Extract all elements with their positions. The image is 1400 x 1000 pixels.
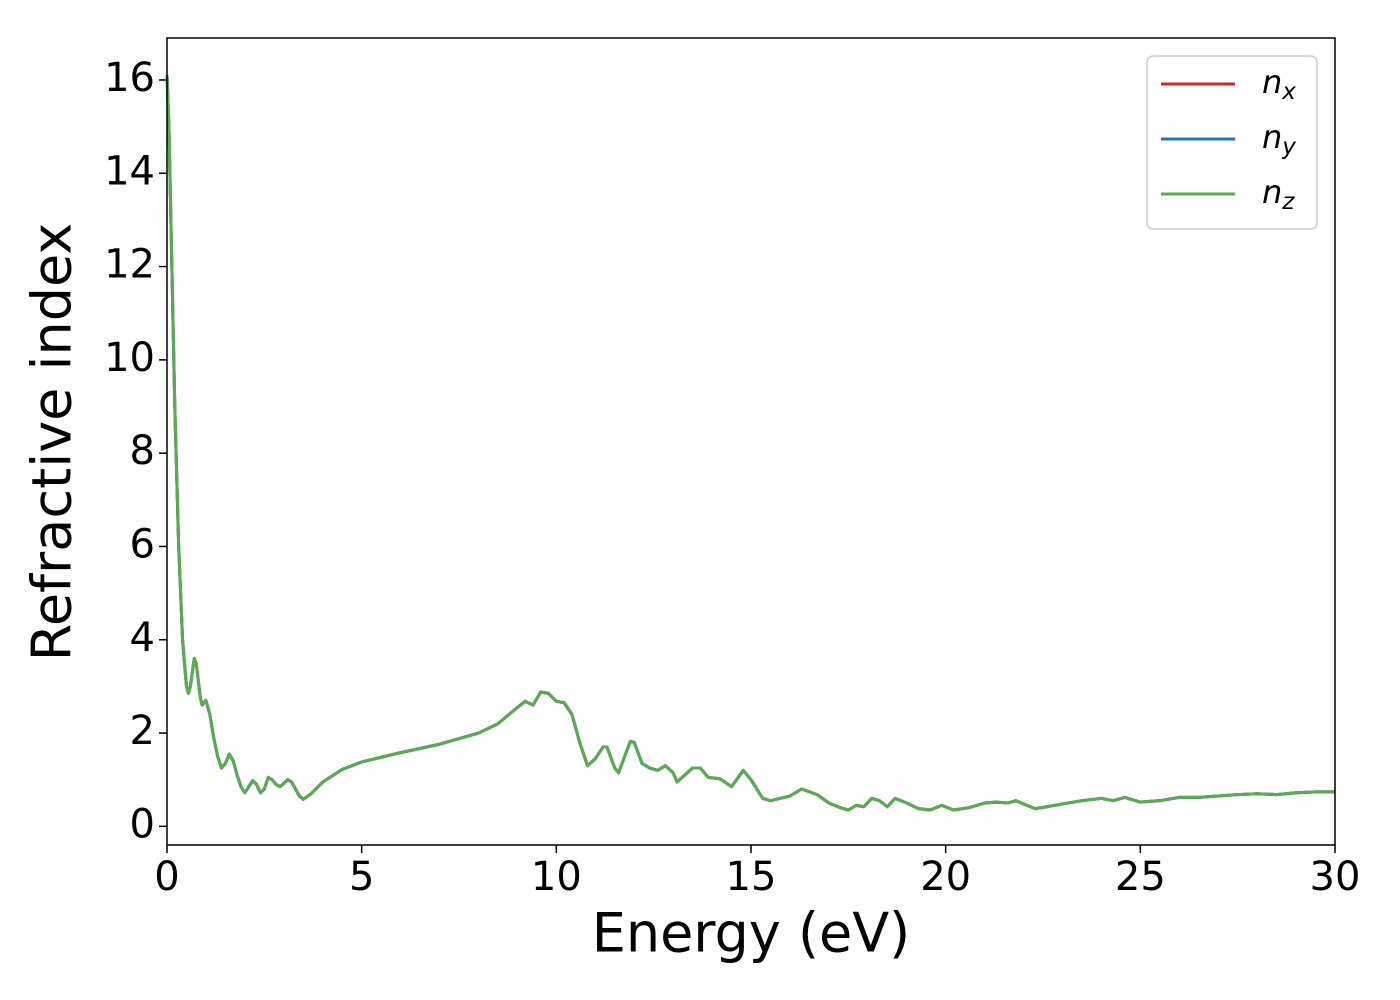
legend-label-base: n xyxy=(1262,118,1282,156)
x-tick-label: 5 xyxy=(349,854,374,900)
y-tick-label: 0 xyxy=(130,801,155,847)
legend-label-base: n xyxy=(1262,63,1282,101)
x-tick-label: 30 xyxy=(1310,854,1361,900)
y-tick-label: 10 xyxy=(104,335,155,381)
legend-label: nz xyxy=(1262,173,1295,215)
legend-label-base: n xyxy=(1262,173,1282,211)
legend-label: nx xyxy=(1262,63,1296,105)
y-tick-label: 8 xyxy=(130,428,155,474)
legend-label: ny xyxy=(1262,118,1296,160)
y-tick-label: 14 xyxy=(104,148,155,194)
legend-label-sub: x xyxy=(1281,79,1296,105)
x-tick-label: 25 xyxy=(1115,854,1166,900)
y-tick-label: 16 xyxy=(104,55,155,101)
x-tick-label: 20 xyxy=(920,854,971,900)
x-tick-label: 10 xyxy=(531,854,582,900)
data-line xyxy=(165,75,1335,812)
y-tick-label: 6 xyxy=(130,521,155,567)
legend-label-sub: y xyxy=(1281,134,1296,160)
legend-label-sub: z xyxy=(1281,189,1295,215)
legend-box xyxy=(1146,55,1318,230)
y-tick-label: 4 xyxy=(130,615,155,661)
x-tick-label: 0 xyxy=(154,854,179,900)
x-tick-label: 15 xyxy=(726,854,777,900)
plot-frame xyxy=(166,37,1336,846)
y-tick-label: 12 xyxy=(104,242,155,288)
x-axis-label: Energy (eV) xyxy=(592,902,911,965)
y-axis-label: Refractive index xyxy=(21,223,84,662)
y-tick-label: 2 xyxy=(130,708,155,754)
